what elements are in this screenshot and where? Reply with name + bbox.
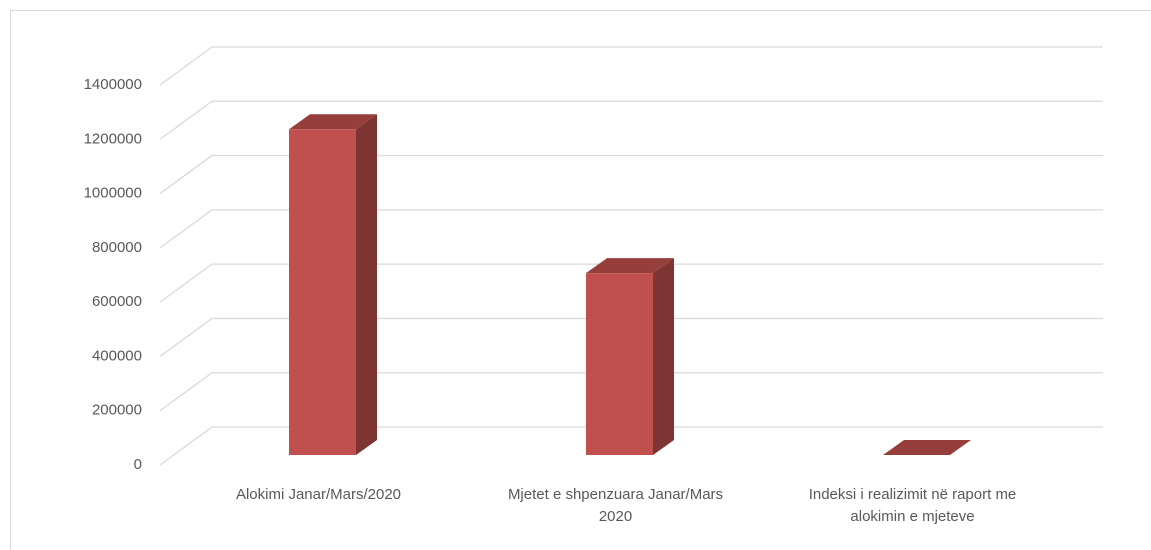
x-tick-label: Mjetet e shpenzuara Janar/Mars 2020 <box>507 486 724 525</box>
grid-line <box>159 372 1103 412</box>
bar-top <box>289 114 377 130</box>
bar-side <box>653 258 674 455</box>
grid-line <box>159 426 1103 466</box>
x-tick-label: Alokimi Janar/Mars/2020 <box>235 486 402 503</box>
bar-side <box>356 114 377 456</box>
x-tick-label: Indeksi i realizimit në raport me alokim… <box>808 486 1017 525</box>
grid-line <box>159 209 1103 249</box>
grid-line <box>159 154 1103 195</box>
y-tick-label: 1000000 <box>84 185 142 202</box>
y-tick-label: 1400000 <box>84 76 142 93</box>
bar <box>289 114 377 456</box>
bar-front <box>586 273 653 455</box>
bar-front <box>289 129 356 456</box>
y-tick-label: 1200000 <box>84 130 142 147</box>
y-tick-label: 200000 <box>92 402 142 419</box>
bar-top <box>883 440 971 455</box>
y-tick-label: 0 <box>134 456 142 473</box>
grid-line <box>159 317 1103 357</box>
y-tick-label: 400000 <box>92 347 142 364</box>
chart-border <box>10 10 1151 550</box>
bar <box>586 258 674 455</box>
grid-line <box>159 100 1103 140</box>
y-tick-label: 800000 <box>92 239 142 256</box>
bar-top <box>586 258 674 274</box>
grid-line <box>159 263 1103 303</box>
bar <box>883 440 971 455</box>
y-tick-label: 600000 <box>92 293 142 310</box>
grid-line <box>159 46 1103 86</box>
